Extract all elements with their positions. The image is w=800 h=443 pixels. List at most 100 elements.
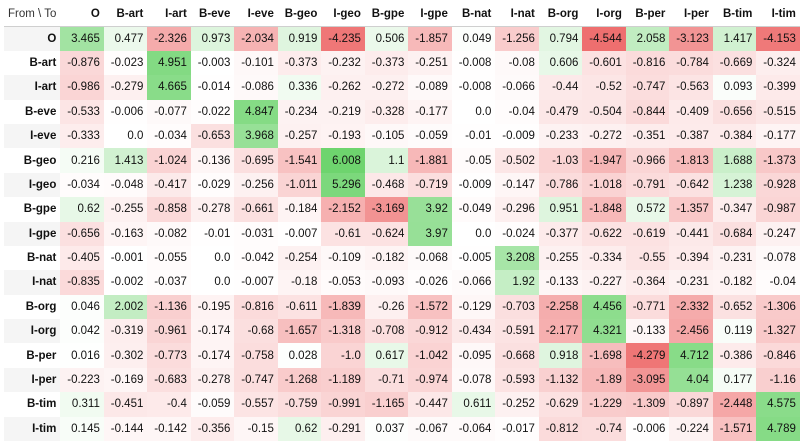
table-row: I-per -0.223 -0.169 -0.683 -0.278 -0.747 -1.26… bbox=[4, 367, 800, 393]
heatmap-cell: -0.624 bbox=[364, 221, 409, 246]
heatmap-cell: -0.26 bbox=[364, 294, 409, 320]
heatmap-cell: -0.034 bbox=[60, 172, 104, 198]
heatmap-cell: -0.434 bbox=[451, 319, 496, 344]
heatmap-cell: -1.657 bbox=[277, 319, 322, 344]
heatmap-cell: -0.008 bbox=[451, 50, 496, 76]
heatmap-cell: -0.254 bbox=[277, 245, 322, 271]
heatmap-cell: -0.01 bbox=[451, 123, 496, 149]
heatmap-cell: -0.255 bbox=[538, 245, 583, 271]
table-row: B-geo 0.216 1.413 -1.024 -0.136 -0.695 -1.541 6… bbox=[4, 148, 800, 173]
column-header: I-eve bbox=[234, 2, 278, 27]
heatmap-cell: -0.991 bbox=[321, 392, 365, 417]
row-header: B-eve bbox=[4, 99, 61, 124]
heatmap-cell: -0.144 bbox=[103, 416, 148, 442]
heatmap-cell: -0.068 bbox=[408, 245, 452, 271]
heatmap-cell: 4.951 bbox=[147, 50, 191, 76]
heatmap-cell: -0.177 bbox=[408, 99, 452, 124]
heatmap-cell: 0.62 bbox=[277, 416, 322, 442]
heatmap-cell: 0.0 bbox=[103, 123, 148, 149]
heatmap-cell: -0.009 bbox=[495, 123, 539, 149]
table-row: I-org 0.042 -0.319 -0.961 -0.174 -0.68 -1.657-… bbox=[4, 319, 800, 344]
heatmap-cell: -0.095 bbox=[451, 343, 496, 368]
heatmap-cell: 6.008 bbox=[321, 148, 365, 173]
heatmap-cell: -0.142 bbox=[147, 416, 191, 442]
heatmap-cell: -0.078 bbox=[756, 245, 800, 271]
heatmap-cell: -1.256 bbox=[495, 26, 539, 51]
heatmap-cell: -0.247 bbox=[756, 221, 800, 246]
heatmap-cell: -0.024 bbox=[495, 221, 539, 246]
heatmap-cell: 0.919 bbox=[277, 26, 322, 51]
heatmap-cell: -0.231 bbox=[712, 245, 757, 271]
heatmap-cell: -0.04 bbox=[495, 99, 539, 124]
heatmap-cell: -0.231 bbox=[669, 270, 713, 295]
heatmap-cell: -0.026 bbox=[408, 270, 452, 295]
heatmap-cell: -0.234 bbox=[277, 99, 322, 124]
heatmap-cell: -0.219 bbox=[321, 99, 365, 124]
heatmap-cell: -0.086 bbox=[234, 75, 278, 100]
heatmap-cell: -0.257 bbox=[277, 123, 322, 149]
heatmap-cell: -0.846 bbox=[756, 343, 800, 368]
column-header: I-nat bbox=[495, 2, 539, 27]
column-header: I-org bbox=[582, 2, 626, 27]
heatmap-cell: -0.007 bbox=[277, 221, 322, 246]
heatmap-cell: 3.465 bbox=[60, 26, 104, 51]
heatmap-cell: 4.665 bbox=[147, 75, 191, 100]
heatmap-cell: -1.268 bbox=[277, 367, 322, 393]
heatmap-cell: -0.669 bbox=[712, 50, 757, 76]
heatmap-cell: 0.0 bbox=[451, 99, 496, 124]
heatmap-cell: -0.974 bbox=[408, 367, 452, 393]
heatmap-cell: -1.318 bbox=[321, 319, 365, 344]
heatmap-cell: 0.62 bbox=[60, 197, 104, 222]
heatmap-cell: -0.447 bbox=[408, 392, 452, 417]
heatmap-cell: 4.847 bbox=[234, 99, 278, 124]
heatmap-cell: 0.145 bbox=[60, 416, 104, 442]
heatmap-cell: -0.082 bbox=[147, 221, 191, 246]
column-header: I-gpe bbox=[408, 2, 452, 27]
heatmap-cell: -0.642 bbox=[669, 172, 713, 198]
heatmap-cell: 0.042 bbox=[60, 319, 104, 344]
heatmap-cell: 0.216 bbox=[60, 148, 104, 173]
table-row: B-per 0.016 -0.302 -0.773 -0.174 -0.758 0.028-… bbox=[4, 343, 800, 368]
heatmap-cell: -0.333 bbox=[60, 123, 104, 149]
heatmap-cell: -0.479 bbox=[538, 99, 583, 124]
heatmap-cell: -0.758 bbox=[234, 343, 278, 368]
heatmap-cell: 0.049 bbox=[451, 26, 496, 51]
row-header: B-geo bbox=[4, 148, 61, 173]
heatmap-cell: -0.876 bbox=[60, 50, 104, 76]
heatmap-cell: -1.89 bbox=[582, 367, 626, 393]
table-row: B-tim 0.311 -0.451 -0.4 -0.059 -0.557 -0.759 -0… bbox=[4, 392, 800, 417]
heatmap-cell: -0.053 bbox=[321, 270, 365, 295]
table-row: I-geo -0.034 -0.048 -0.417 -0.029 -0.256 -1.01… bbox=[4, 172, 800, 198]
heatmap-cell: -0.771 bbox=[625, 294, 670, 320]
heatmap-cell: -0.611 bbox=[277, 294, 322, 320]
heatmap-cell: 0.506 bbox=[364, 26, 409, 51]
heatmap-cell: -0.163 bbox=[103, 221, 148, 246]
heatmap-cell: 0.028 bbox=[277, 343, 322, 368]
row-header: I-geo bbox=[4, 172, 61, 198]
heatmap-cell: -0.759 bbox=[277, 392, 322, 417]
heatmap-cell: -0.233 bbox=[538, 123, 583, 149]
column-header: I-per bbox=[669, 2, 713, 27]
heatmap-cell: -0.133 bbox=[538, 270, 583, 295]
row-header: I-per bbox=[4, 367, 61, 393]
heatmap-cell: -0.169 bbox=[103, 367, 148, 393]
heatmap-cell: -0.184 bbox=[277, 197, 322, 222]
table-row: I-tim 0.145 -0.144 -0.142 -0.356 -0.15 0.62 -0.… bbox=[4, 416, 800, 442]
heatmap-cell: -0.747 bbox=[625, 75, 670, 100]
heatmap-cell: -0.256 bbox=[234, 172, 278, 198]
heatmap-cell: -0.928 bbox=[756, 172, 800, 198]
heatmap-cell: -0.816 bbox=[625, 50, 670, 76]
heatmap-cell: -0.252 bbox=[495, 392, 539, 417]
heatmap-cell: 4.04 bbox=[669, 367, 713, 393]
heatmap-cell: -2.332 bbox=[669, 294, 713, 320]
heatmap-cell: 0.0 bbox=[190, 270, 235, 295]
heatmap-cell: -4.153 bbox=[756, 26, 800, 51]
heatmap-cell: -0.006 bbox=[103, 99, 148, 124]
heatmap-cell: -0.504 bbox=[582, 99, 626, 124]
heatmap-cell: -0.619 bbox=[625, 221, 670, 246]
heatmap-cell: -0.451 bbox=[103, 392, 148, 417]
heatmap-cell: -3.095 bbox=[625, 367, 670, 393]
heatmap-cell: -0.18 bbox=[277, 270, 322, 295]
heatmap-cell: -0.272 bbox=[364, 75, 409, 100]
heatmap-cell: -0.622 bbox=[582, 221, 626, 246]
